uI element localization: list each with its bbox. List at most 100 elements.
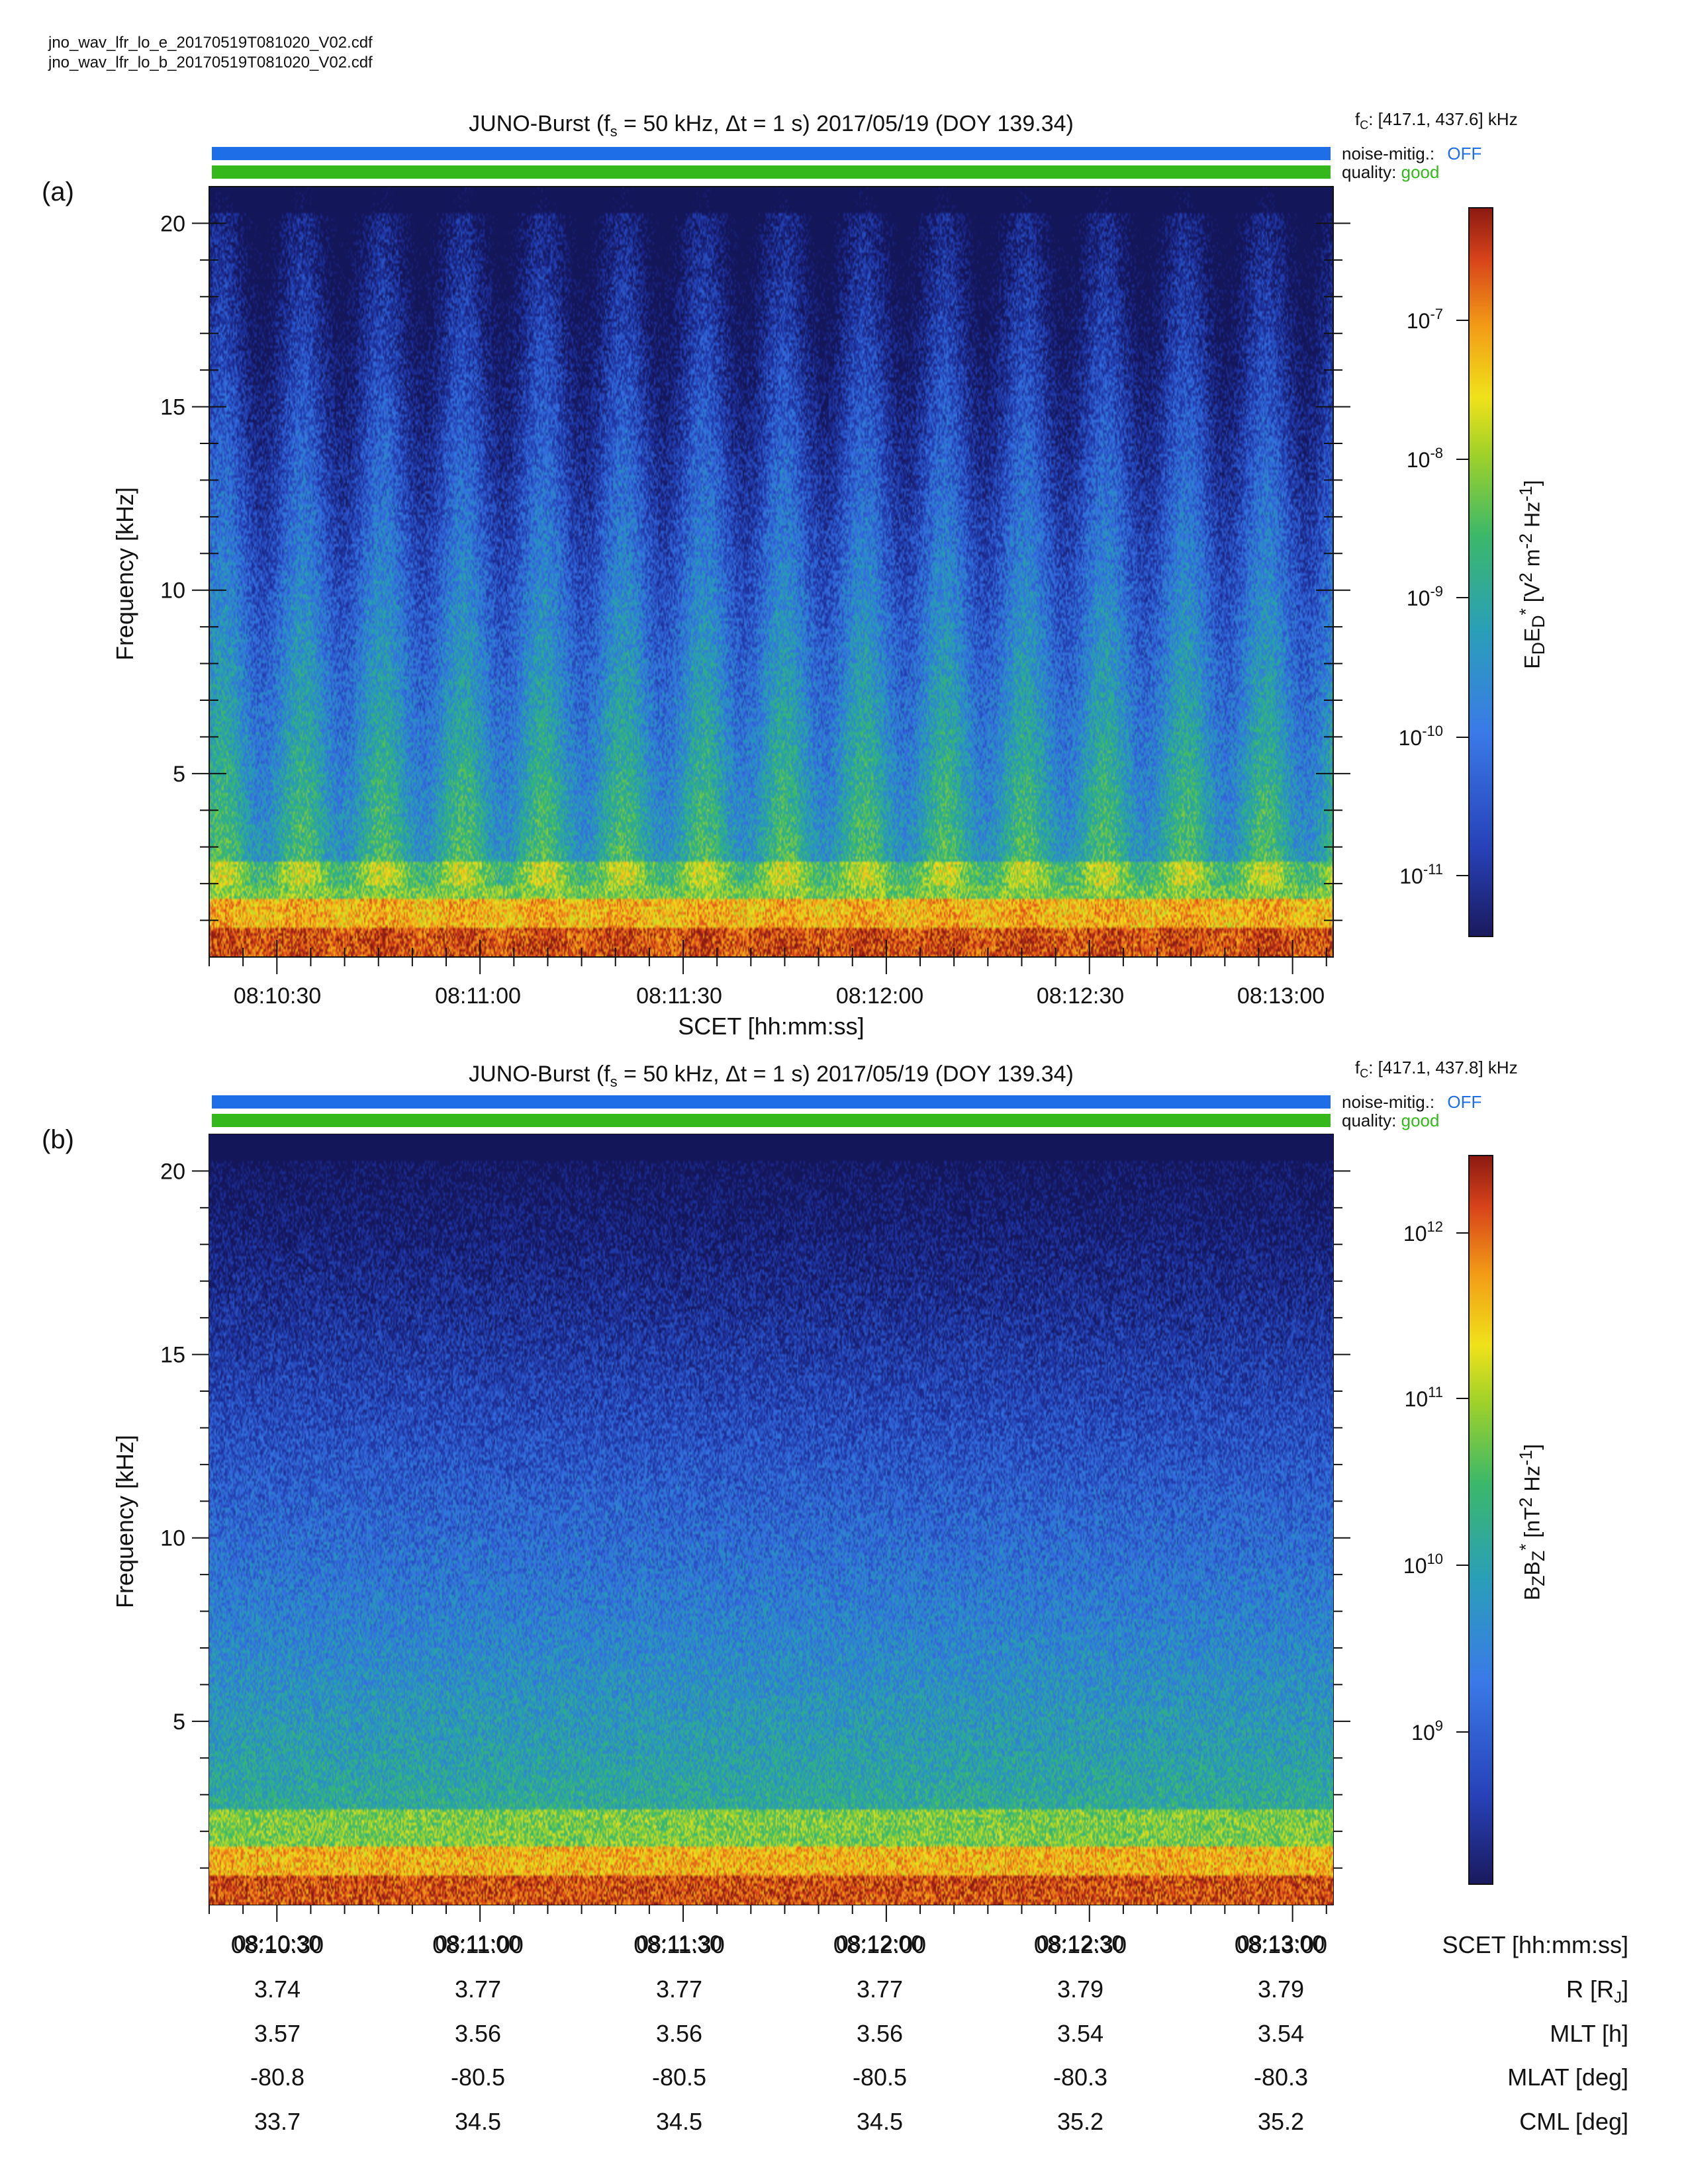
panel-b-title-part2: = 50 kHz, Δt = 1 s) 2017/05/19 (DOY 139.… <box>617 1062 1074 1087</box>
panel-b-xtick-label: 08:12:30 <box>1037 1931 1124 1956</box>
panel-a-spectrogram <box>209 187 1333 957</box>
ephemeris-cml-label: CML [deg] <box>1519 2108 1628 2135</box>
panel-a-colorbar-tick-label: 10-7 <box>1407 306 1443 333</box>
panel-a-fc-text: : [417.1, 437.6] kHz <box>1368 109 1518 129</box>
ephemeris-scet-value: 08:13:00 <box>1234 1931 1328 1958</box>
ephemeris-mlat-value: -80.5 <box>651 2064 707 2091</box>
ephemeris-r-label: R [RJ] <box>1566 1976 1628 2007</box>
file-name-e: jno_wav_lfr_lo_e_20170519T081020_V02.cdf <box>48 34 373 52</box>
panel-b-xtick-label: 08:11:00 <box>435 1931 521 1956</box>
panel-a-ytick-label: 15 <box>160 395 185 420</box>
panel-a-colorbar-tick-label: 10-11 <box>1399 861 1443 888</box>
panel-a-colorbar-tick-label: 10-9 <box>1407 583 1443 610</box>
panel-b-xtick-label: 08:11:30 <box>636 1931 722 1956</box>
panel-a-colorbar-tick-label: 10-8 <box>1407 445 1443 472</box>
ephemeris-scet-value: 08:10:30 <box>230 1931 324 1958</box>
ephemeris-r-value: 3.74 <box>254 1976 301 2003</box>
ephemeris-mlt-value: 3.56 <box>856 2020 904 2047</box>
panel-b-spectrogram <box>209 1134 1333 1905</box>
ephemeris-row-scet: 08:10:30 08:11:00 08:11:30 08:12:00 08:12:30… <box>0 1931 1688 1958</box>
panel-b-fc: fC: [417.1, 437.8] kHz <box>1355 1058 1518 1081</box>
ephemeris-cml-value: 34.5 <box>856 2108 904 2135</box>
ephemeris-r-value: 3.79 <box>1056 1976 1104 2003</box>
panel-b-ytick-label: 20 <box>160 1159 185 1184</box>
panel-a-noise-label: noise-mitig.: OFF <box>1342 144 1481 163</box>
panel-a-tag: (a) <box>42 177 74 206</box>
ephemeris-mlt-value: 3.57 <box>254 2020 301 2047</box>
ephemeris-mlt-value: 3.56 <box>655 2020 703 2047</box>
panel-a-xtick-label: 08:12:00 <box>836 983 923 1009</box>
ephemeris-r-value: 3.79 <box>1257 1976 1305 2003</box>
ephemeris-mlat-value: -80.5 <box>852 2064 908 2091</box>
panel-b-quality-text: quality: <box>1342 1111 1397 1130</box>
ephemeris-mlt-value: 3.56 <box>454 2020 502 2047</box>
panel-a-ytick-label: 5 <box>173 762 185 787</box>
panel-b-quality-bar <box>212 1114 1331 1127</box>
panel-b-colorbar-tick-label: 1011 <box>1405 1384 1443 1411</box>
panel-b-colorbar-tick-label: 109 <box>1411 1717 1443 1745</box>
ephemeris-cml-value: 35.2 <box>1257 2108 1305 2135</box>
panel-a-xtick-label: 08:13:00 <box>1237 983 1325 1009</box>
panel-a-colorbar-tick-label: 10-10 <box>1399 723 1443 750</box>
ephemeris-row-mlat: -80.8 -80.5 -80.5 -80.5 -80.3 -80.3 MLAT [deg] <box>0 2064 1688 2091</box>
panel-a-colorbar-label: EDED* [V2 m-2 Hz-1] <box>1516 480 1549 669</box>
panel-a-colorbar <box>1468 207 1493 937</box>
ephemeris-row-cml: 33.7 34.5 34.5 34.5 35.2 35.2 CML [deg] <box>0 2108 1688 2135</box>
panel-b-ytick-label: 15 <box>160 1343 185 1368</box>
panel-a-quality-bar <box>212 165 1331 179</box>
panel-b-ylabel: Frequency [kHz] <box>111 1434 138 1609</box>
ephemeris-r-value: 3.77 <box>454 1976 502 2003</box>
panel-b-ytick-label: 10 <box>160 1526 185 1551</box>
ephemeris-mlt-value: 3.54 <box>1056 2020 1104 2047</box>
panel-a-title-part1: JUNO-Burst (f <box>469 111 610 136</box>
panel-b-colorbar-tick-label: 1012 <box>1403 1218 1443 1246</box>
panel-b-fc-text: : [417.1, 437.8] kHz <box>1368 1058 1518 1077</box>
panel-a-fc: fC: [417.1, 437.6] kHz <box>1355 109 1518 132</box>
ephemeris-scet-value: 08:12:00 <box>833 1931 927 1958</box>
ephemeris-mlt-label: MLT [h] <box>1550 2020 1628 2047</box>
ephemeris-r-value: 3.77 <box>856 1976 904 2003</box>
ephemeris-row-mlt: 3.57 3.56 3.56 3.56 3.54 3.54 MLT [h] <box>0 2020 1688 2047</box>
panel-a-noise-bar <box>212 147 1331 160</box>
panel-b-colorbar-tick-label: 1010 <box>1403 1551 1443 1578</box>
ephemeris-mlat-value: -80.5 <box>450 2064 506 2091</box>
ephemeris-scet-value: 08:11:30 <box>633 1931 725 1958</box>
panel-a-title-sub: s <box>610 122 618 140</box>
ephemeris-r-value: 3.77 <box>655 1976 703 2003</box>
panel-b-title: JUNO-Burst (fs = 50 kHz, Δt = 1 s) 2017/… <box>212 1062 1331 1091</box>
panel-a-ytick-label: 10 <box>160 578 185 604</box>
panel-a-quality-value: good <box>1401 162 1440 182</box>
panel-a-xtick-label: 08:12:30 <box>1037 983 1124 1009</box>
panel-a-ytick-label: 20 <box>160 211 185 236</box>
panel-a-noise-text: noise-mitig.: <box>1342 144 1435 163</box>
panel-b-colorbar <box>1468 1155 1493 1885</box>
ephemeris-cml-value: 34.5 <box>454 2108 502 2135</box>
panel-b-xtick-label: 08:12:00 <box>836 1931 923 1956</box>
panel-a-xtick-label: 08:10:30 <box>234 983 321 1009</box>
panel-b-xtick-label: 08:13:00 <box>1237 1931 1325 1956</box>
panel-b-noise-bar <box>212 1095 1331 1109</box>
panel-b-spectrogram-canvas <box>209 1134 1333 1905</box>
panel-b-noise-label: noise-mitig.: OFF <box>1342 1093 1481 1111</box>
panel-b-colorbar-label: BZBZ* [nT2 Hz-1] <box>1516 1443 1549 1601</box>
panel-b-quality-value: good <box>1401 1111 1440 1130</box>
panel-a-noise-value: OFF <box>1447 144 1482 163</box>
panel-a-title: JUNO-Burst (fs = 50 kHz, Δt = 1 s) 2017/… <box>212 111 1331 140</box>
panel-b-fc-prefix: f <box>1355 1058 1360 1077</box>
panel-b-noise-value: OFF <box>1447 1092 1482 1112</box>
ephemeris-cml-value: 35.2 <box>1056 2108 1104 2135</box>
panel-a-quality-label: quality: good <box>1342 163 1439 181</box>
panel-b-quality-label: quality: good <box>1342 1111 1439 1130</box>
file-name-b: jno_wav_lfr_lo_b_20170519T081020_V02.cdf <box>48 54 373 71</box>
ephemeris-mlat-value: -80.8 <box>250 2064 305 2091</box>
panel-a-ylabel: Frequency [kHz] <box>111 486 138 661</box>
ephemeris-mlat-value: -80.3 <box>1253 2064 1309 2091</box>
panel-b-title-sub: s <box>610 1073 618 1090</box>
ephemeris-cml-value: 34.5 <box>655 2108 703 2135</box>
panel-a-fc-sub: C <box>1360 118 1369 132</box>
panel-a-quality-text: quality: <box>1342 162 1397 182</box>
ephemeris-row-r: 3.74 3.77 3.77 3.77 3.79 3.79 R [RJ] <box>0 1976 1688 2007</box>
panel-b-tag: (b) <box>42 1125 74 1154</box>
ephemeris-scet-label: SCET [hh:mm:ss] <box>1442 1931 1628 1958</box>
panel-b-xtick-label: 08:10:30 <box>234 1931 321 1956</box>
